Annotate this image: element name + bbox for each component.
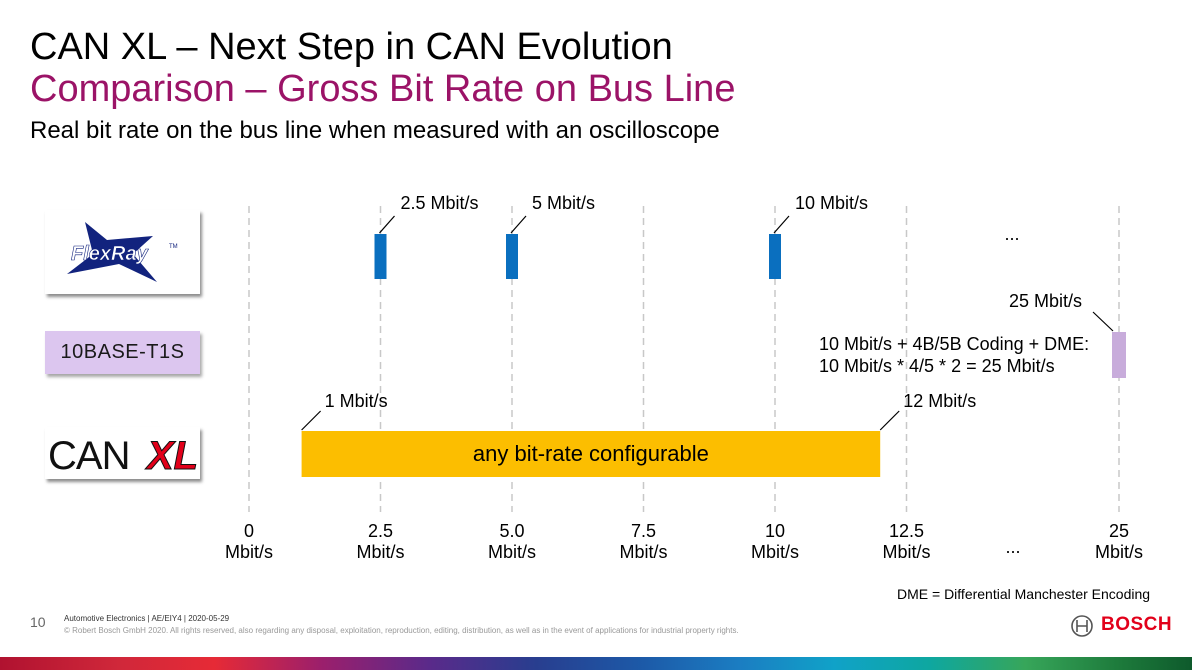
x-tick-unit: Mbit/s — [1095, 542, 1143, 562]
footer-info: Automotive Electronics | AE/EIY4 | 2020-… — [64, 614, 230, 623]
canxl-logo-graphic: CAN XL — [48, 434, 199, 479]
x-tick-label: 10 — [765, 521, 785, 541]
page-description: Real bit rate on the bus line when measu… — [30, 117, 720, 144]
t1s-label: 10BASE-T1S — [60, 341, 185, 363]
canxl-can-word: CAN — [48, 434, 129, 478]
t1s-bar-0 — [1112, 332, 1126, 378]
canxl-bar-label: any bit-rate configurable — [473, 441, 709, 466]
page-number: 10 — [30, 614, 46, 630]
x-tick-unit: Mbit/s — [751, 542, 799, 562]
flexray-logo-graphic: FlexRay TM — [67, 222, 178, 282]
flexray-tm: TM — [169, 244, 178, 250]
page-subtitle: Comparison – Gross Bit Rate on Bus Line — [30, 68, 736, 110]
footer-copyright: © Robert Bosch GmbH 2020. All rights res… — [64, 626, 739, 635]
flexray-leader-2 — [773, 215, 790, 234]
x-tick-unit: Mbit/s — [882, 542, 930, 562]
flexray-bar-2 — [769, 234, 781, 279]
flexray-value-label: 10 Mbit/s — [795, 193, 868, 213]
t1s-annotation-line: 10 Mbit/s * 4/5 * 2 = 25 Mbit/s — [819, 356, 1055, 376]
x-tick-label: 2.5 — [368, 521, 393, 541]
page-title: CAN XL – Next Step in CAN Evolution — [30, 26, 673, 68]
x-tick-label: 12.5 — [889, 521, 924, 541]
canxl-to-leader — [879, 410, 900, 431]
flexray-leader-1 — [510, 215, 527, 234]
x-axis-break-ellipsis: ... — [1005, 537, 1020, 557]
t1s-annotation-line: 10 Mbit/s + 4B/5B Coding + DME: — [819, 334, 1089, 354]
t1s-logo-box — [45, 331, 200, 374]
t1s-leader-0 — [1092, 311, 1114, 332]
flexray-value-label: 5 Mbit/s — [532, 193, 595, 213]
x-tick-label: 0 — [244, 521, 254, 541]
x-tick-unit: Mbit/s — [488, 542, 536, 562]
flexray-ellipsis: ... — [1004, 224, 1019, 244]
flexray-swoosh-icon — [67, 222, 157, 282]
canxl-xl-word: XL — [145, 434, 198, 478]
flexray-logo: FlexRay TM — [45, 210, 200, 294]
x-tick-label: 5.0 — [499, 521, 524, 541]
flexray-bar-0 — [374, 234, 387, 279]
canxl-from-leader — [301, 410, 322, 431]
x-tick-unit: Mbit/s — [619, 542, 667, 562]
canxl-range-bar — [301, 431, 881, 477]
flexray-bar-1 — [506, 234, 518, 279]
x-tick-label: 25 — [1109, 521, 1129, 541]
flexray-value-label: 2.5 Mbit/s — [401, 193, 479, 213]
flexray-word: FlexRay — [71, 243, 149, 265]
bosch-brand: BOSCH — [1101, 614, 1173, 635]
t1s-value-label: 25 Mbit/s — [1009, 291, 1082, 311]
canxl-logo: CAN XL — [45, 427, 200, 479]
x-tick-label: 7.5 — [631, 521, 656, 541]
x-tick-unit: Mbit/s — [356, 542, 404, 562]
bosch-armature-icon — [1070, 614, 1094, 638]
brand-color-bar — [0, 657, 1192, 670]
x-tick-unit: Mbit/s — [225, 542, 273, 562]
flexray-leader-0 — [379, 215, 395, 234]
canxl-to-label: 12 Mbit/s — [903, 391, 976, 411]
dme-note: DME = Differential Manchester Encoding — [897, 586, 1151, 602]
canxl-from-label: 1 Mbit/s — [325, 391, 388, 411]
bitrate-chart: 0Mbit/s2.5Mbit/s5.0Mbit/s7.5Mbit/s10Mbit… — [225, 193, 1143, 562]
